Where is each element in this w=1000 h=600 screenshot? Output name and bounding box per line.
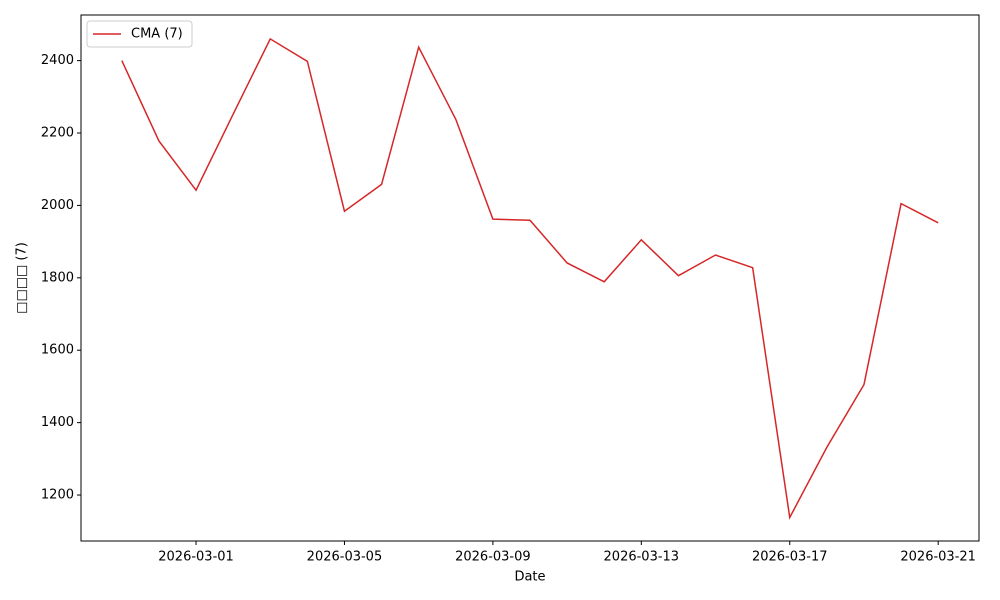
legend-box	[86, 20, 193, 48]
x-tick-label: 2026-03-13	[604, 550, 680, 565]
y-tick-label: 2000	[41, 198, 74, 213]
y-tick-label: 1200	[41, 488, 74, 503]
x-axis-label: Date	[514, 570, 545, 585]
line	[121, 37, 939, 520]
x-tick-label: 2026-03-09	[455, 550, 531, 565]
y-axis-label: □□□□ (7)	[15, 242, 30, 314]
plot-frame	[80, 14, 980, 542]
x-tick-label: 2026-03-01	[158, 550, 234, 565]
y-tick-label: 2400	[41, 53, 74, 68]
x-tick-label: 2026-03-17	[752, 550, 828, 565]
y-tick-label: 1600	[41, 343, 74, 358]
y-tick-label: 2200	[41, 126, 74, 141]
x-tick-label: 2026-03-05	[307, 550, 383, 565]
y-tick-label: 1400	[41, 415, 74, 430]
legend-label: CMA (7)	[131, 27, 183, 42]
x-tick-label: 2026-03-21	[900, 550, 976, 565]
y-tick-label: 1800	[41, 270, 74, 285]
